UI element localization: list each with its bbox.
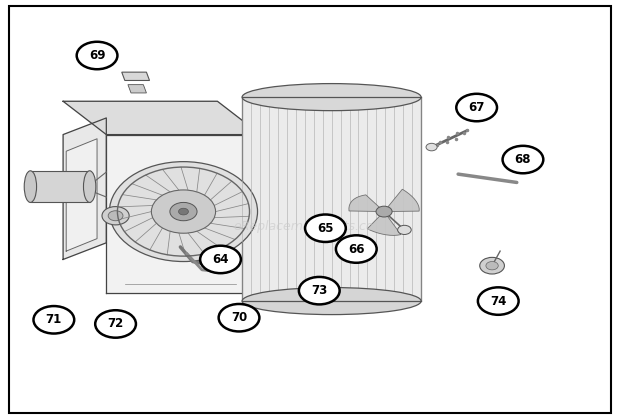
Polygon shape xyxy=(66,139,97,251)
Text: 71: 71 xyxy=(46,313,62,326)
Circle shape xyxy=(109,162,257,261)
Polygon shape xyxy=(367,212,401,235)
Text: 73: 73 xyxy=(311,284,327,297)
Ellipse shape xyxy=(84,171,96,202)
Circle shape xyxy=(219,304,259,331)
Polygon shape xyxy=(349,195,384,212)
Polygon shape xyxy=(63,101,260,134)
Text: 64: 64 xyxy=(212,253,229,266)
Circle shape xyxy=(480,257,505,274)
Circle shape xyxy=(200,246,241,273)
Text: 66: 66 xyxy=(348,243,365,256)
Circle shape xyxy=(336,235,377,263)
Bar xyxy=(242,97,421,301)
Text: eReplacementParts.com: eReplacementParts.com xyxy=(234,220,386,233)
Circle shape xyxy=(151,190,216,233)
Polygon shape xyxy=(128,85,146,93)
Circle shape xyxy=(397,225,411,235)
Ellipse shape xyxy=(24,171,37,202)
Circle shape xyxy=(299,277,340,304)
Circle shape xyxy=(376,206,392,217)
Circle shape xyxy=(179,208,188,215)
Circle shape xyxy=(170,202,197,221)
Circle shape xyxy=(456,94,497,121)
Circle shape xyxy=(486,261,498,270)
Polygon shape xyxy=(63,118,106,259)
Circle shape xyxy=(426,143,437,151)
Circle shape xyxy=(503,146,543,173)
Ellipse shape xyxy=(242,84,421,111)
Text: 67: 67 xyxy=(469,101,485,114)
Ellipse shape xyxy=(242,287,421,315)
Circle shape xyxy=(305,215,346,242)
Circle shape xyxy=(33,306,74,334)
Text: 72: 72 xyxy=(107,318,124,331)
Circle shape xyxy=(478,287,518,315)
Circle shape xyxy=(95,310,136,338)
Bar xyxy=(30,171,90,202)
Text: 70: 70 xyxy=(231,311,247,324)
Text: 65: 65 xyxy=(317,222,334,235)
Text: 68: 68 xyxy=(515,153,531,166)
Polygon shape xyxy=(106,134,260,293)
Polygon shape xyxy=(384,189,419,212)
Text: 74: 74 xyxy=(490,295,507,308)
Text: 69: 69 xyxy=(89,49,105,62)
Circle shape xyxy=(102,207,129,225)
Circle shape xyxy=(77,42,117,69)
Polygon shape xyxy=(122,72,149,80)
Circle shape xyxy=(108,211,123,221)
